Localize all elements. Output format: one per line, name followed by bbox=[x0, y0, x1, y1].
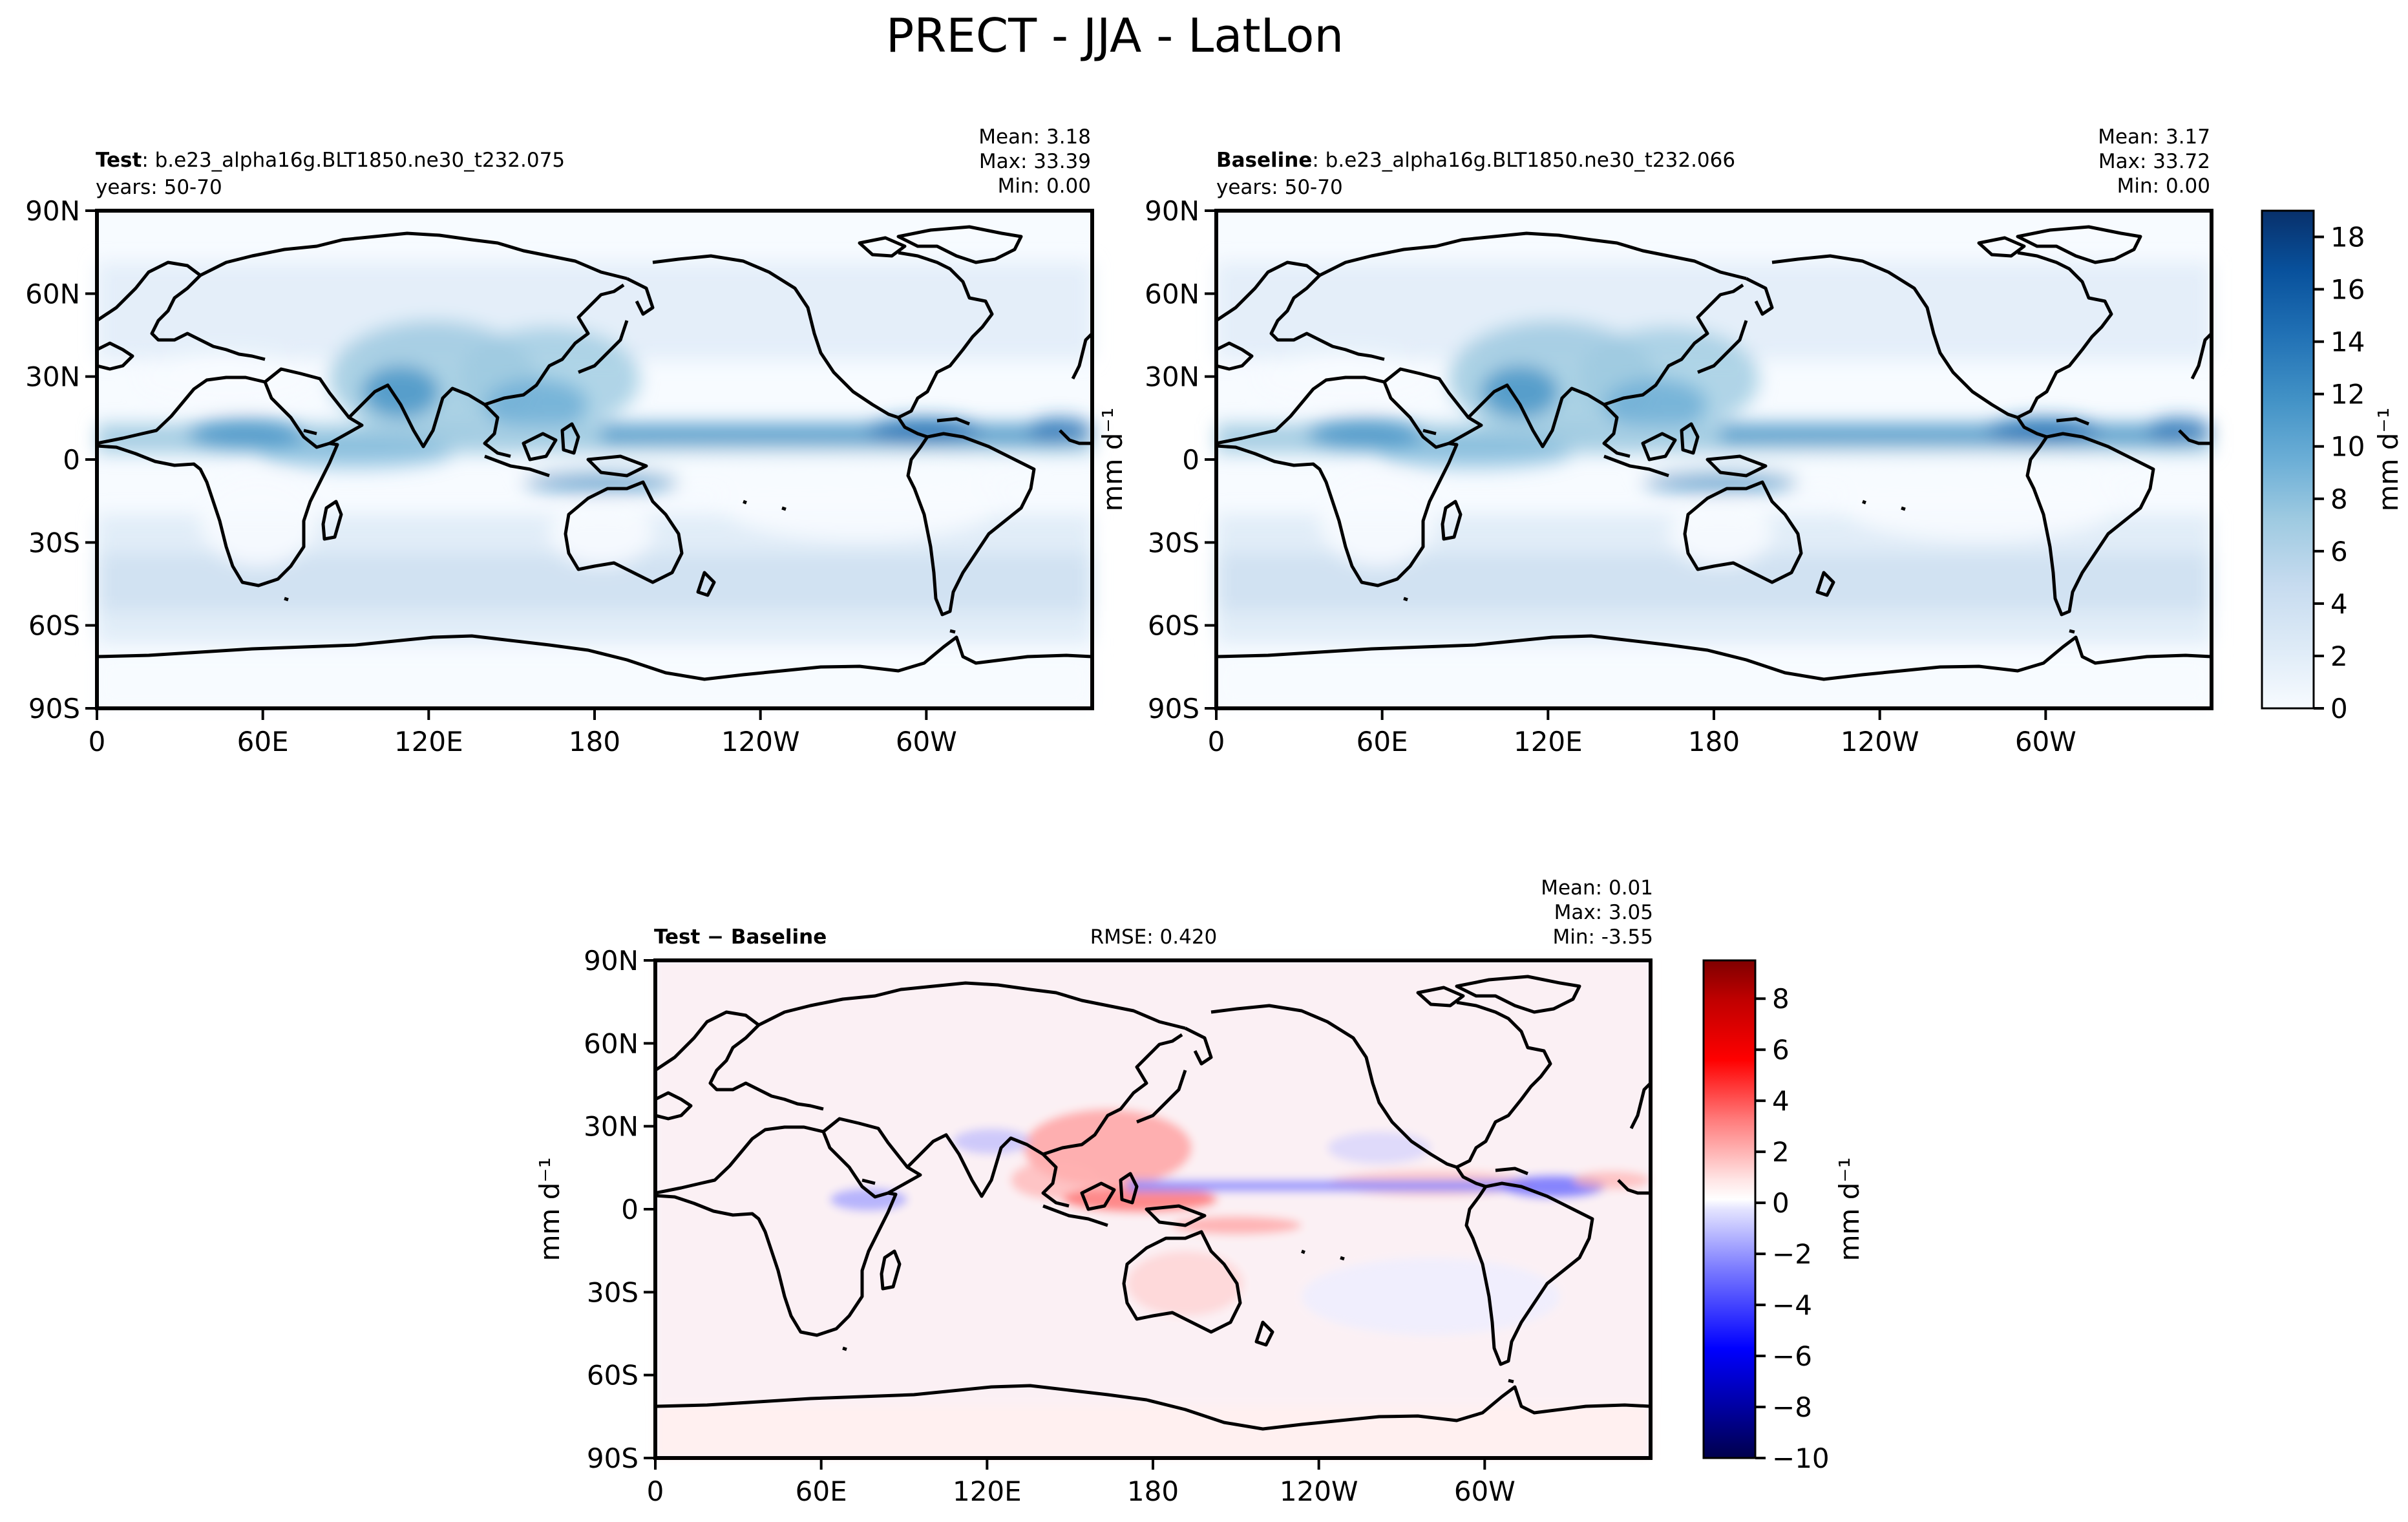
colorbar-tick-label: 2 bbox=[1772, 1136, 1790, 1168]
colorbar-tick-label: 0 bbox=[1772, 1187, 1790, 1219]
colorbar-diff-bar bbox=[1702, 959, 1757, 1459]
stat-max: Max: 33.72 bbox=[2098, 150, 2210, 173]
colorbar-diff-label: mm d⁻¹ bbox=[1833, 1157, 1865, 1262]
figure-title: PRECT - JJA - LatLon bbox=[886, 8, 1344, 63]
lon-tick-label: 0 bbox=[1208, 726, 1225, 757]
y-axis-label: mm d⁻¹ bbox=[1097, 408, 1128, 512]
colorbar-top: 0 2 4 6 8 10 12 14 16 18 mm d⁻¹ bbox=[2261, 209, 2404, 724]
lat-tick-label: 0 bbox=[621, 1194, 639, 1225]
lon-tick-label: 0 bbox=[89, 726, 106, 757]
colorbar-tick-label: −6 bbox=[1772, 1340, 1812, 1372]
lat-tick-label: 0 bbox=[63, 444, 80, 476]
stat-mean: Mean: 3.18 bbox=[978, 125, 1091, 149]
colorbar-tick-label: 12 bbox=[2330, 379, 2365, 410]
lat-tick-label: 90N bbox=[1145, 195, 1199, 227]
stat-min: Min: -3.55 bbox=[1552, 925, 1653, 949]
lon-tick-label: 180 bbox=[1688, 726, 1740, 757]
colorbar-tick-label: 4 bbox=[2330, 588, 2348, 620]
stat-mean: Mean: 0.01 bbox=[1541, 876, 1653, 900]
lon-tick-label: 60E bbox=[237, 726, 289, 757]
lat-tick-label: 90N bbox=[584, 945, 639, 977]
lat-tick-label: 60S bbox=[28, 610, 80, 642]
lat-tick-label: 90S bbox=[28, 693, 80, 724]
lon-tick-label: 60W bbox=[2015, 726, 2076, 757]
stat-max: Max: 3.05 bbox=[1554, 901, 1653, 924]
lon-tick-label: 120E bbox=[394, 726, 463, 757]
map-baseline bbox=[1216, 211, 2212, 708]
lon-tick-label: 60E bbox=[796, 1475, 847, 1507]
colorbar-tick-label: 2 bbox=[2330, 640, 2348, 672]
lat-tick-label: 90S bbox=[1148, 693, 1199, 724]
colorbar-tick-label: 4 bbox=[1772, 1085, 1790, 1117]
panel-diff: Test − Baseline RMSE: 0.420 Mean: 0.01 M… bbox=[534, 876, 1653, 1507]
lon-tick-label: 120W bbox=[1280, 1475, 1358, 1507]
panel-label-bold: Test − Baseline bbox=[654, 925, 827, 949]
panel-test: Test: b.e23_alpha16g.BLT1850.ne30_t232.0… bbox=[25, 125, 1094, 757]
colorbar-tick-label: 18 bbox=[2330, 222, 2365, 253]
svg-text:Baseline: b.e23_alpha16g.BLT18: Baseline: b.e23_alpha16g.BLT1850.ne30_t2… bbox=[1216, 149, 1735, 172]
colorbar-tick-label: −8 bbox=[1772, 1391, 1812, 1423]
lon-tick-label: 180 bbox=[1127, 1475, 1179, 1507]
map-test bbox=[97, 211, 1092, 708]
panel-baseline: Baseline: b.e23_alpha16g.BLT1850.ne30_t2… bbox=[1097, 125, 2213, 757]
colorbar-tick-label: 8 bbox=[2330, 483, 2348, 515]
lon-tick-label: 120E bbox=[953, 1475, 1022, 1507]
lat-tick-label: 30S bbox=[587, 1276, 639, 1308]
svg-text:Test: b.e23_alpha16g.BLT1850.n: Test: b.e23_alpha16g.BLT1850.ne30_t232.0… bbox=[96, 149, 565, 172]
lat-tick-label: 0 bbox=[1182, 444, 1199, 476]
lon-tick-label: 60W bbox=[1454, 1475, 1516, 1507]
stat-min: Min: 0.00 bbox=[998, 174, 1091, 198]
colorbar-diff: −10 −8 −6 −4 −2 0 2 4 6 8 mm d⁻¹ bbox=[1702, 959, 1865, 1474]
stat-max: Max: 33.39 bbox=[979, 150, 1091, 173]
lon-tick-label: 120W bbox=[721, 726, 800, 757]
lat-tick-label: 60S bbox=[587, 1360, 639, 1391]
colorbar-tick-label: 0 bbox=[2330, 693, 2348, 724]
panel-years: years: 50-70 bbox=[96, 176, 222, 199]
colorbar-tick-label: −4 bbox=[1772, 1289, 1812, 1321]
lat-tick-label: 30N bbox=[25, 361, 80, 393]
lat-tick-label: 30N bbox=[584, 1111, 639, 1143]
lat-tick-label: 30N bbox=[1145, 361, 1199, 393]
colorbar-tick-label: 6 bbox=[2330, 536, 2348, 567]
map-diff bbox=[655, 960, 1651, 1458]
panel-rmse: RMSE: 0.420 bbox=[1090, 925, 1218, 949]
panel-label-text: : b.e23_alpha16g.BLT1850.ne30_t232.075 bbox=[142, 149, 565, 172]
lat-tick-label: 90S bbox=[587, 1443, 639, 1474]
lat-tick-label: 30S bbox=[1148, 527, 1199, 558]
lat-tick-label: 60N bbox=[1145, 278, 1199, 310]
lat-tick-label: 30S bbox=[28, 527, 80, 558]
colorbar-tick-label: 16 bbox=[2330, 274, 2365, 306]
lat-tick-label: 60N bbox=[25, 278, 80, 310]
stat-mean: Mean: 3.17 bbox=[2098, 125, 2210, 149]
colorbar-tick-label: 10 bbox=[2330, 431, 2365, 463]
panel-label-bold: Baseline bbox=[1216, 149, 1312, 172]
colorbar-tick-label: 8 bbox=[1772, 983, 1790, 1015]
colorbar-tick-label: 14 bbox=[2330, 326, 2365, 358]
colorbar-tick-label: 6 bbox=[1772, 1034, 1790, 1066]
colorbar-tick-label: −10 bbox=[1772, 1443, 1830, 1474]
stat-min: Min: 0.00 bbox=[2117, 174, 2210, 198]
panel-years: years: 50-70 bbox=[1216, 176, 1343, 199]
lon-tick-label: 180 bbox=[569, 726, 620, 757]
panel-label-bold: Test bbox=[96, 149, 142, 172]
lon-tick-label: 0 bbox=[647, 1475, 664, 1507]
lon-tick-label: 60E bbox=[1357, 726, 1408, 757]
panel-label-text: : b.e23_alpha16g.BLT1850.ne30_t232.066 bbox=[1312, 149, 1735, 172]
lat-tick-label: 90N bbox=[25, 195, 80, 227]
colorbar-tick-label: −2 bbox=[1772, 1238, 1812, 1270]
lon-tick-label: 120E bbox=[1514, 726, 1583, 757]
colorbar-top-label: mm d⁻¹ bbox=[2372, 408, 2404, 512]
lat-tick-label: 60N bbox=[584, 1028, 639, 1059]
lon-tick-label: 120W bbox=[1841, 726, 1919, 757]
lon-tick-label: 60W bbox=[896, 726, 957, 757]
y-axis-label: mm d⁻¹ bbox=[534, 1157, 565, 1262]
colorbar-top-bar bbox=[2261, 209, 2315, 710]
lat-tick-label: 60S bbox=[1148, 610, 1199, 642]
